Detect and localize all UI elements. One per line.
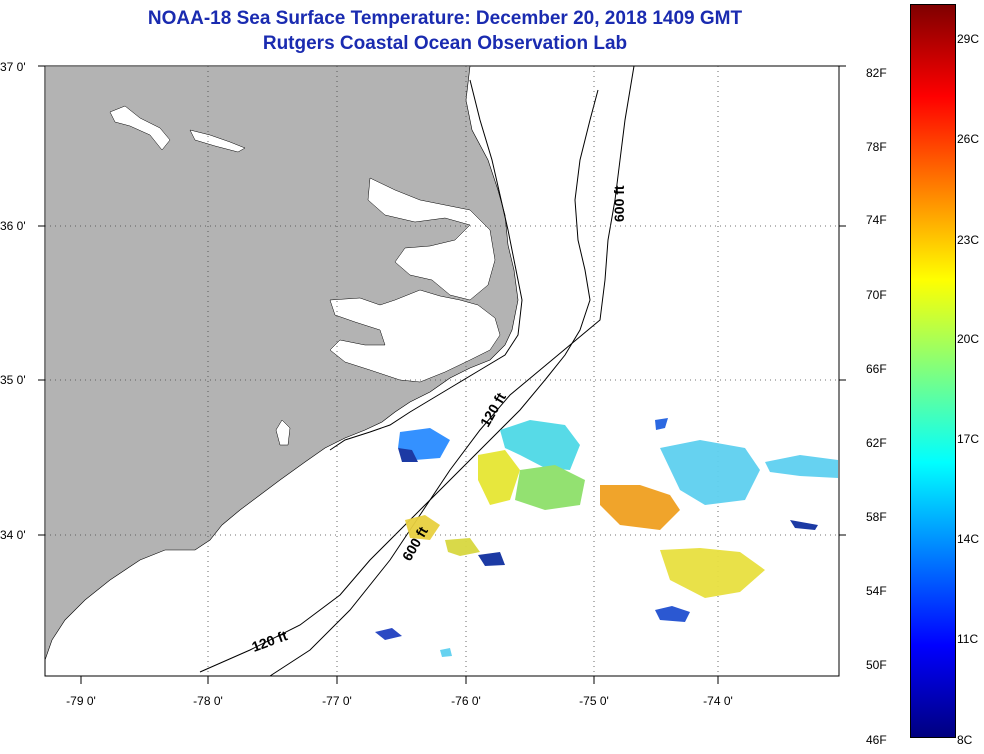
sst-patch-yellow-1 (478, 450, 520, 505)
colorbar-c-29: 29C (957, 32, 980, 46)
inland-lake-2 (189, 129, 246, 153)
lat-label-36: 36 0' (0, 219, 26, 233)
sst-patch-yellow-2 (660, 548, 765, 598)
albemarle-sound (367, 177, 496, 301)
contour-label-600-north: 600 ft (611, 185, 627, 222)
sst-patch-yellow-4 (445, 538, 480, 556)
sst-patch-navy-1 (398, 448, 418, 462)
colorbar-f-70: 70F (866, 288, 887, 302)
colorbar-c-23: 23C (957, 233, 980, 247)
colorbar-c-26: 26C (957, 132, 980, 146)
axis-ticks (38, 65, 846, 684)
map-subtitle: Rutgers Coastal Ocean Observation Lab (262, 33, 628, 54)
contour-600ft (269, 65, 635, 677)
lon-label-75: -75 0' (579, 694, 609, 708)
lon-label-79: -79 0' (66, 694, 96, 708)
sst-patch-cyan-2 (660, 440, 760, 505)
pamlico-sound (329, 289, 501, 383)
colorbar-c-11: 11C (957, 632, 979, 646)
colorbar-f-82: 82F (866, 66, 887, 80)
lon-label-74: -74 0' (703, 694, 733, 708)
lat-lon-grid (45, 66, 839, 676)
temperature-colorbar (910, 4, 956, 738)
sst-patch-blue-south (655, 606, 690, 622)
sst-patch-cyan-tiny (440, 648, 452, 657)
colorbar-f-50: 50F (866, 658, 887, 672)
lon-label-77: -77 0' (322, 694, 352, 708)
sst-patch-green-1 (515, 465, 585, 510)
colorbar-f-66: 66F (866, 362, 887, 376)
sst-patch-navy-3 (790, 520, 818, 530)
sst-patches (375, 418, 838, 657)
colorbar-c-17: 17C (957, 432, 980, 446)
colorbar-f-46: 46F (866, 733, 887, 747)
cape-fear-river (275, 419, 291, 446)
sst-patch-navy-2 (478, 552, 505, 566)
map-title: NOAA-18 Sea Surface Temperature: Decembe… (147, 8, 743, 29)
lon-label-78: -78 0' (193, 694, 223, 708)
colorbar-c-20: 20C (957, 332, 980, 346)
sst-patch-cyan-1 (500, 420, 580, 470)
lat-label-35: 35 0' (0, 373, 26, 387)
colorbar-f-54: 54F (866, 584, 887, 598)
sst-patch-cyan-3 (765, 455, 838, 478)
inland-lake-1 (109, 105, 171, 151)
colorbar-c-14: 14C (957, 532, 980, 546)
lat-label-34: 34 0' (0, 528, 26, 542)
lon-label-76: -76 0' (451, 694, 481, 708)
sst-patch-yellow-3 (405, 515, 440, 540)
sst-patch-blue-southwest (375, 628, 402, 640)
colorbar-f-74: 74F (866, 213, 887, 227)
colorbar-c-8: 8C (957, 733, 973, 747)
colorbar-f-58: 58F (866, 510, 887, 524)
outer-banks (329, 79, 523, 451)
sst-patch-orange-1 (600, 485, 680, 530)
sst-patch-blue-small (655, 418, 668, 430)
lat-label-37: 37 0' (0, 60, 26, 74)
colorbar-f-78: 78F (866, 140, 887, 154)
contour-120ft (199, 89, 599, 673)
colorbar-f-62: 62F (866, 436, 887, 450)
